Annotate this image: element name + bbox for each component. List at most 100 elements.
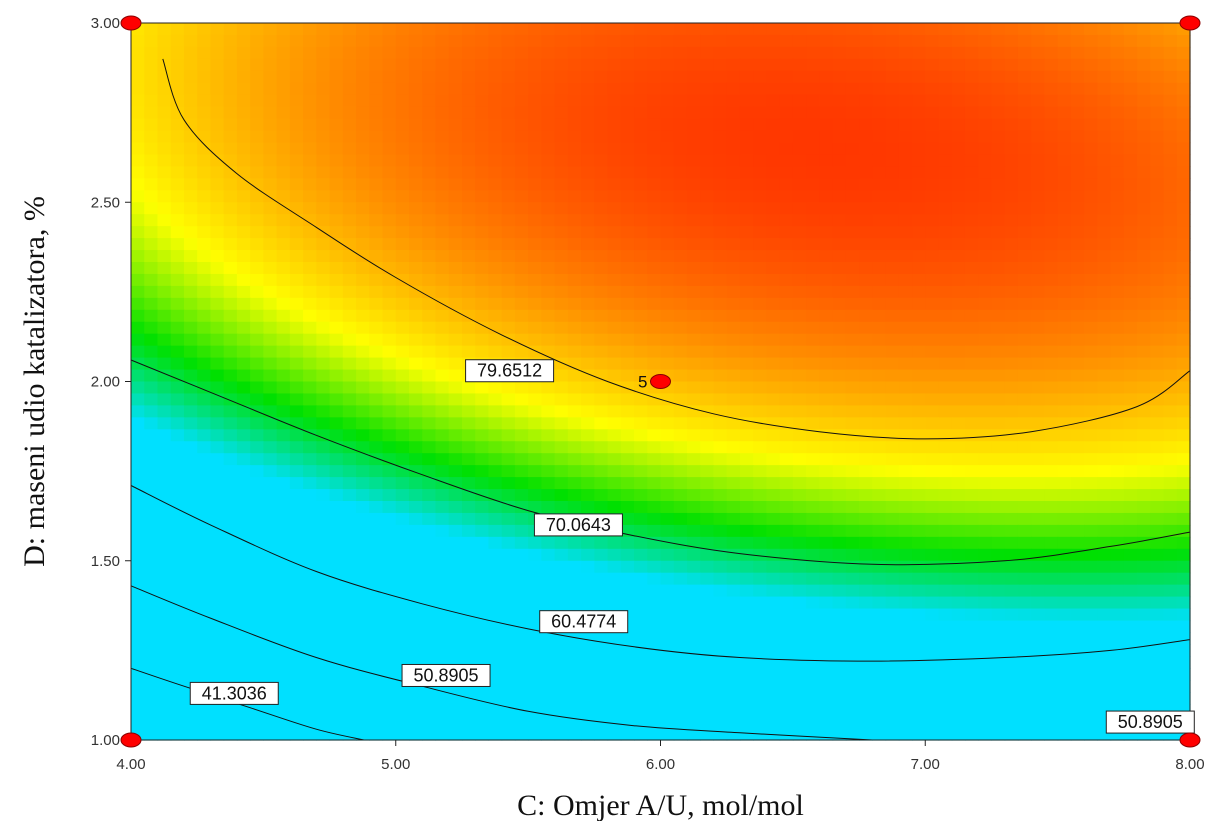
heat-cell [250,118,264,132]
heat-cell [514,524,529,538]
heat-cell [236,524,251,538]
heat-cell [183,441,198,454]
heat-cell [170,70,185,84]
heat-cell [726,333,741,347]
heat-cell [1017,285,1032,299]
heat-cell [131,405,145,418]
heat-cell [303,23,317,36]
heat-cell [753,285,767,299]
heat-cell [131,453,145,466]
heat-cell [845,501,860,514]
heat-cell [660,142,675,156]
heat-cell [514,441,529,454]
heat-cell [938,477,953,490]
heat-cell [1137,441,1151,454]
heat-cell [1137,154,1151,167]
heat-cell [673,524,688,538]
heat-cell [289,154,304,167]
heat-cell [1070,453,1085,466]
heat-cell [686,262,701,275]
heat-cell [170,106,185,120]
heat-cell [448,596,463,610]
heat-cell [634,596,648,610]
heat-cell [250,560,264,574]
heat-cell [303,716,317,729]
heat-cell [263,596,278,610]
heat-cell [276,512,291,526]
heat-cell [1097,560,1112,574]
heat-cell [964,345,979,359]
heat-cell [1097,536,1112,550]
heat-cell [1137,130,1151,144]
heat-cell [845,118,860,132]
heat-cell [1057,178,1072,191]
heat-cell [131,214,145,227]
heat-cell [1031,453,1045,466]
heat-cell [183,668,198,681]
heat-cell [183,82,198,96]
heat-cell [408,82,423,96]
heat-cell [713,250,728,263]
heat-cell [1097,524,1112,538]
heat-cell [210,644,225,657]
heat-cell [514,226,529,239]
heat-cell [528,501,542,514]
heat-cell [912,716,926,729]
heat-cell [594,130,609,144]
heat-cell [806,214,820,227]
heat-cell [197,154,212,167]
heat-cell [964,130,979,144]
heat-cell [1017,369,1032,383]
heat-cell [1057,692,1072,705]
heat-cell [753,560,767,574]
heat-cell [514,214,529,227]
heat-cell [753,608,767,622]
heat-cell [620,441,635,454]
heat-cell [951,620,966,634]
heat-cell [1004,477,1019,490]
heat-cell [885,82,900,96]
heat-cell [528,584,542,598]
heat-cell [964,465,979,478]
heat-cell [832,716,847,729]
heat-cell [144,596,159,610]
heat-cell [700,262,715,275]
heat-cell [912,166,926,179]
heat-cell [475,333,490,347]
heat-cell [673,429,688,442]
heat-cell [686,178,701,191]
heat-cell [978,23,993,36]
heat-cell [1004,202,1019,215]
heat-cell [528,465,542,478]
heat-cell [845,728,860,741]
heat-cell [342,321,357,335]
heat-cell [660,692,675,705]
heat-cell [144,82,159,96]
heat-cell [978,178,993,191]
heat-cell [713,166,728,179]
heat-cell [753,465,767,478]
heat-cell [647,202,662,215]
heat-cell [1070,309,1085,323]
heat-cell [819,656,834,669]
heat-cell [408,345,423,359]
heat-cell [408,106,423,120]
heat-cell [819,142,834,156]
heat-cell [250,656,264,669]
heat-cell [408,94,423,108]
heat-cell [634,668,648,681]
heat-cell [819,465,834,478]
heat-cell [329,333,344,347]
heat-cell [501,429,516,442]
heat-cell [170,46,185,60]
heat-cell [766,632,781,645]
heat-cell [581,214,595,227]
heat-cell [210,273,225,287]
heat-cell [607,369,622,383]
heat-cell [1084,130,1098,144]
heat-cell [157,262,172,275]
heat-cell [845,668,860,681]
heat-cell [1004,166,1019,179]
heat-cell [1070,190,1085,203]
heat-cell [925,46,940,60]
